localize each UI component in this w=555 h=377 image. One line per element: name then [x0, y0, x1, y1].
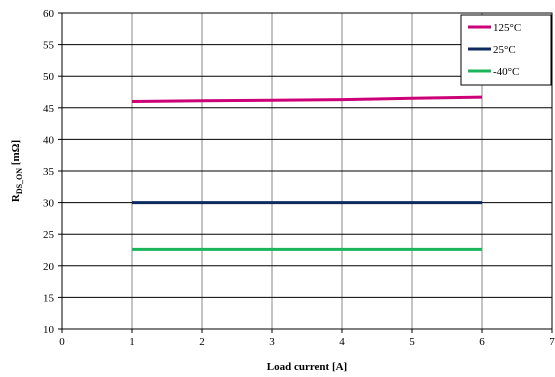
- legend-label-2: -40°C: [493, 66, 519, 78]
- series-layer: [131, 95, 483, 251]
- y-tick-label: 50: [43, 71, 55, 83]
- y-tick-label: 55: [43, 40, 55, 52]
- y-tick-label: 25: [43, 229, 55, 241]
- legend: 125°C 25°C -40°C: [460, 14, 552, 86]
- x-axis-label: Load current [A]: [267, 361, 347, 373]
- x-tick-label: 7: [549, 336, 555, 348]
- y-tick-label: 30: [43, 198, 55, 210]
- x-tick-label: 4: [339, 336, 345, 348]
- y-tick-label: 35: [43, 166, 55, 178]
- x-tick-label: 5: [409, 336, 415, 348]
- y-tick-label: 45: [43, 103, 55, 115]
- y-axis-label-subscript: DS_ON: [15, 168, 24, 194]
- legend-label-0: 125°C: [493, 22, 521, 34]
- x-tick-label: 0: [59, 336, 65, 348]
- x-axis-ticks: 0 1 2 3 4 5 6 7: [59, 329, 555, 348]
- y-tick-label: 60: [43, 8, 55, 20]
- x-tick-label: 6: [479, 336, 485, 348]
- y-tick-label: 20: [43, 261, 55, 273]
- y-tick-label: 10: [43, 324, 55, 336]
- x-tick-label: 2: [199, 336, 205, 348]
- y-axis-ticks: 10 15 20 25 30 35 40 45 50 55 60: [43, 8, 62, 336]
- y-axis-label: RDS_ON [mΩ]: [10, 140, 24, 202]
- y-tick-label: 15: [43, 292, 55, 304]
- x-tick-label: 1: [129, 336, 135, 348]
- legend-label-1: 25°C: [493, 44, 516, 56]
- x-tick-label: 3: [269, 336, 275, 348]
- series-line-0: [131, 95, 483, 103]
- y-tick-label: 40: [43, 134, 55, 146]
- y-axis-label-main: R: [10, 193, 22, 202]
- y-axis-label-unit: [mΩ]: [10, 140, 22, 168]
